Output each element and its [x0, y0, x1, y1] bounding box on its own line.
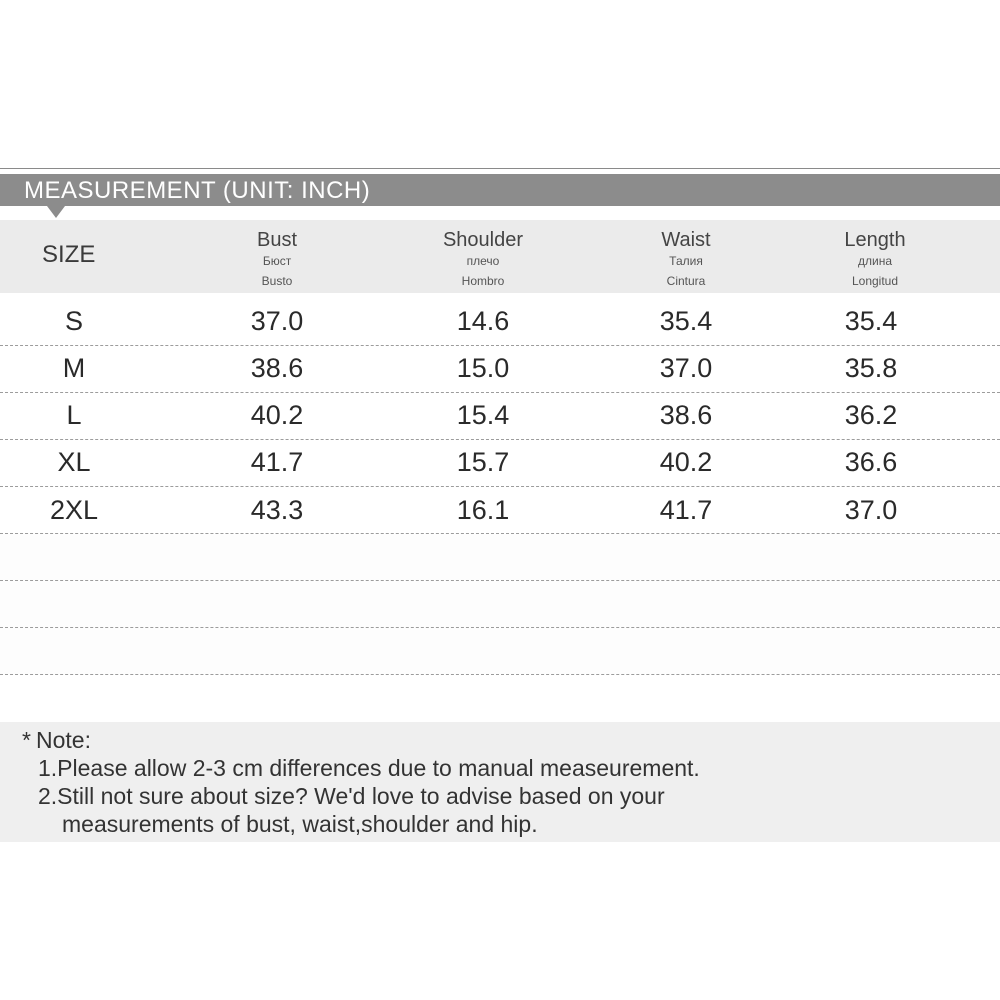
table-cell-waist: 40.2 [659, 447, 713, 477]
table-cell-bust: 38.6 [250, 353, 304, 383]
empty-row [0, 581, 1000, 627]
table-cell-length: 36.2 [844, 400, 898, 430]
row-divider [0, 674, 1000, 675]
column-header-label: Waist [661, 229, 711, 251]
table-cell-waist: 38.6 [659, 400, 713, 430]
table-cell-shoulder: 15.4 [456, 400, 510, 430]
page-title: MEASUREMENT (UNIT: INCH) [24, 177, 371, 204]
column-header-label-ru: плечо [466, 254, 500, 268]
table-cell-shoulder: 14.6 [456, 306, 510, 336]
empty-row [0, 628, 1000, 674]
table-cell-waist: 41.7 [659, 495, 713, 525]
table-cell-bust: 43.3 [250, 495, 304, 525]
size-column-header: SIZE [42, 241, 96, 268]
column-header-waist: Waist Талия Cintura [596, 229, 776, 291]
column-header-label: Shoulder [442, 229, 524, 251]
table-cell-size: S [64, 306, 83, 336]
column-header-label: Bust [256, 229, 298, 251]
table-cell-length: 36.6 [844, 447, 898, 477]
note-heading: * Note: [22, 726, 91, 754]
column-header-label-ru: Бюст [262, 254, 292, 268]
note-heading-label: Note: [36, 727, 91, 753]
table-header [0, 220, 1000, 293]
table-cell-length: 35.8 [844, 353, 898, 383]
title-bar: MEASUREMENT (UNIT: INCH) [0, 174, 1000, 206]
note-item: 1.Please allow 2-3 cm differences due to… [38, 755, 700, 781]
column-header-shoulder: Shoulder плечо Hombro [393, 229, 573, 291]
table-cell-length: 37.0 [844, 495, 898, 525]
row-divider [0, 533, 1000, 534]
table-cell-size: M [62, 353, 86, 383]
row-divider [0, 345, 1000, 346]
table-cell-shoulder: 15.0 [456, 353, 510, 383]
table-cell-bust: 37.0 [250, 306, 304, 336]
note-item-continuation: measurements of bust, waist,shoulder and… [62, 811, 538, 837]
column-header-length: Length длина Longitud [785, 229, 965, 291]
row-divider [0, 392, 1000, 393]
note-box: * Note: 1.Please allow 2-3 cm differences… [0, 722, 1000, 842]
table-cell-size: XL [57, 447, 91, 477]
row-divider [0, 439, 1000, 440]
table-cell-waist: 37.0 [659, 353, 713, 383]
row-divider [0, 580, 1000, 581]
table-cell-size: L [66, 400, 82, 430]
table-cell-waist: 35.4 [659, 306, 713, 336]
column-header-label-es: Longitud [851, 274, 899, 288]
column-header-label-es: Busto [261, 274, 293, 288]
column-header-label: Length [844, 229, 906, 251]
table-cell-length: 35.4 [844, 306, 898, 336]
table-cell-bust: 40.2 [250, 400, 304, 430]
row-divider [0, 486, 1000, 487]
empty-row [0, 534, 1000, 580]
note-marker: * [22, 727, 31, 753]
table-cell-size: 2XL [49, 495, 99, 525]
column-header-label-es: Cintura [666, 274, 706, 288]
top-rule [0, 168, 1000, 169]
table-cell-shoulder: 15.7 [456, 447, 510, 477]
row-divider [0, 627, 1000, 628]
column-header-label-es: Hombro [461, 274, 505, 288]
column-header-bust: Bust Бюст Busto [187, 229, 367, 291]
column-header-label-ru: Талия [669, 254, 703, 268]
table-cell-shoulder: 16.1 [456, 495, 510, 525]
title-pointer [47, 206, 65, 218]
table-cell-bust: 41.7 [250, 447, 304, 477]
column-header-label-ru: длина [857, 254, 892, 268]
note-item: 2.Still not sure about size? We'd love t… [38, 783, 665, 809]
